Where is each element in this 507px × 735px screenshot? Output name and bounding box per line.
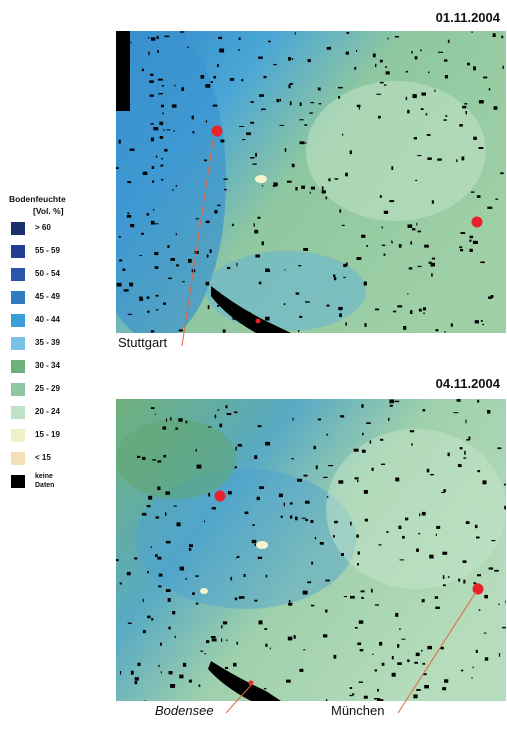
legend-label: 45 - 49 (35, 292, 60, 301)
legend-unit: [Vol. %] (33, 206, 64, 216)
legend-item: 35 - 39 (11, 335, 101, 353)
city-marker-bodensee-1 (255, 318, 261, 324)
legend-label: 55 - 59 (35, 246, 60, 255)
soil-moisture-raster-2 (116, 399, 506, 701)
legend-item: 25 - 29 (11, 381, 101, 399)
legend-label: 15 - 19 (35, 430, 60, 439)
legend-swatch (11, 475, 25, 488)
legend-swatch (11, 406, 25, 419)
legend-item: 55 - 59 (11, 243, 101, 261)
legend-swatch (11, 337, 25, 350)
legend-label: 25 - 29 (35, 384, 60, 393)
legend-item: 50 - 54 (11, 266, 101, 284)
legend-swatch (11, 314, 25, 327)
legend-title: Bodenfeuchte [Vol. %] (9, 194, 66, 216)
legend-item: keine Daten (11, 473, 101, 491)
legend-item: 45 - 49 (11, 289, 101, 307)
legend-swatch (11, 383, 25, 396)
city-marker-stuttgart-2 (214, 490, 226, 502)
legend-label: keine Daten (35, 473, 55, 489)
legend-label: 35 - 39 (35, 338, 60, 347)
city-marker-muenchen-2 (472, 583, 484, 595)
soil-moisture-map-1 (116, 31, 506, 333)
legend-item: < 15 (11, 450, 101, 468)
city-marker-muenchen-1 (471, 216, 483, 228)
city-marker-bodensee-2 (248, 680, 254, 686)
legend-swatch (11, 245, 25, 258)
legend-swatch (11, 452, 25, 465)
legend-label: 30 - 34 (35, 361, 60, 370)
legend-item: 15 - 19 (11, 427, 101, 445)
map-date-1: 01.11.2004 (435, 10, 500, 25)
legend-item: 40 - 44 (11, 312, 101, 330)
legend-label: 40 - 44 (35, 315, 60, 324)
legend-label: < 15 (35, 453, 51, 462)
soil-moisture-map-2 (116, 399, 506, 701)
legend-item: > 60 (11, 220, 101, 238)
city-marker-stuttgart-1 (211, 125, 223, 137)
soil-moisture-raster-1 (116, 31, 506, 333)
legend-swatch (11, 429, 25, 442)
legend-swatch (11, 360, 25, 373)
label-stuttgart: Stuttgart (118, 335, 168, 350)
label-bodensee: Bodensee (155, 703, 214, 718)
legend-label: 20 - 24 (35, 407, 60, 416)
legend-label: > 60 (35, 223, 51, 232)
legend-swatch (11, 291, 25, 304)
legend-swatch (11, 268, 25, 281)
legend-item: 30 - 34 (11, 358, 101, 376)
legend-label: 50 - 54 (35, 269, 60, 278)
map-date-2: 04.11.2004 (435, 376, 500, 391)
label-muenchen: München (331, 703, 385, 718)
legend-swatch (11, 222, 25, 235)
legend-item: 20 - 24 (11, 404, 101, 422)
